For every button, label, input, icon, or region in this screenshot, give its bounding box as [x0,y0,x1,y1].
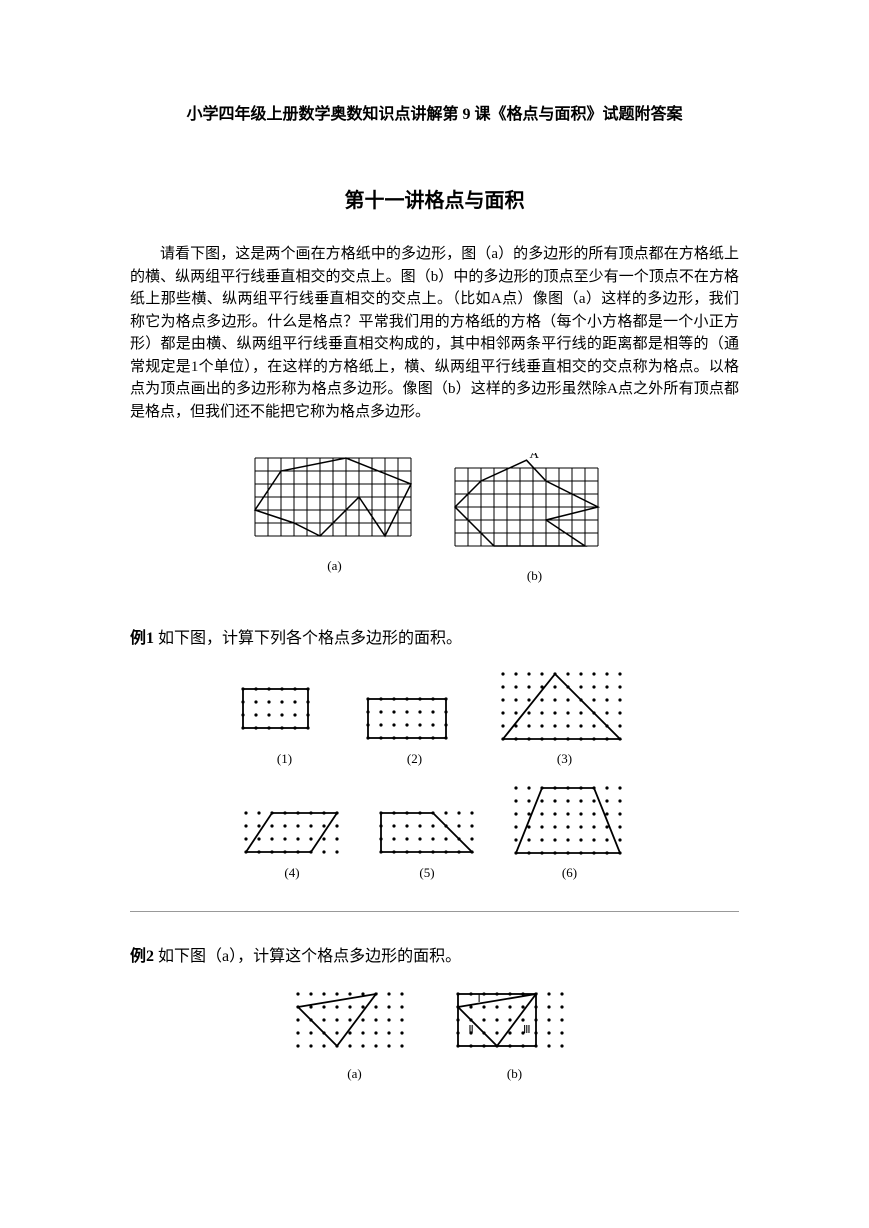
grid-polygon-a [250,453,420,553]
ex2-label-a: (a) [290,1066,420,1082]
example1-heading: 例1 如下图，计算下列各个格点多边形的面积。 [130,624,739,648]
shape-1: (1) [237,683,332,767]
ex2-label-b: (b) [450,1066,580,1082]
dot-grid-shape [510,782,630,862]
shape-5: (5) [375,807,480,881]
example2-label: 例2 [130,948,154,965]
shape-2: (2) [362,693,467,767]
example2-heading: 例2 如下图（a），计算这个格点多边形的面积。 [130,942,739,966]
intro-figure-b: A (b) [450,453,620,584]
svg-text:Ⅰ: Ⅰ [477,993,480,1005]
dot-grid-shape [290,986,420,1061]
example2-figures: (a) Ⅰ Ⅱ Ⅲ (b) [130,986,739,1082]
shape-6: (6) [510,782,630,881]
ex2-figure-a: (a) [290,986,420,1082]
page-title: 小学四年级上册数学奥数知识点讲解第 9 课《格点与面积》试题附答案 [130,100,739,124]
shape-4: (4) [240,807,345,881]
shape-label-5: (5) [375,865,480,881]
shape-label-3: (3) [497,751,632,767]
shape-label-1: (1) [237,751,332,767]
chapter-title: 第十一讲格点与面积 [130,184,739,213]
ex2-figure-b: Ⅰ Ⅱ Ⅲ (b) [450,986,580,1082]
dot-grid-shape [362,693,467,748]
figure-label-b: (b) [450,568,620,584]
svg-text:Ⅲ: Ⅲ [523,1024,531,1036]
dot-grid-shape: Ⅰ Ⅱ Ⅲ [450,986,580,1061]
shape-label-6: (6) [510,865,630,881]
shape-3: (3) [497,668,632,767]
svg-text:A: A [529,453,539,461]
intro-figures: (a) A (b) [130,453,739,584]
figure-label-a: (a) [250,558,420,574]
dot-grid-shape [240,807,345,862]
dot-grid-shape [375,807,480,862]
example1-text: 如下图，计算下列各个格点多边形的面积。 [154,630,462,647]
intro-figure-a: (a) [250,453,420,584]
example2-text: 如下图（a），计算这个格点多边形的面积。 [154,948,461,965]
example1-figures: (1) (2) (3) (4) (5) (6) [130,668,739,881]
svg-text:Ⅱ: Ⅱ [468,1024,473,1036]
grid-polygon-b: A [450,453,620,563]
dot-grid-shape [497,668,632,748]
example1-label: 例1 [130,630,154,647]
shape-label-4: (4) [240,865,345,881]
dot-grid-shape [237,683,332,748]
shape-label-2: (2) [362,751,467,767]
intro-paragraph: 请看下图，这是两个画在方格纸中的多边形，图（a）的多边形的所有顶点都在方格纸上的… [130,243,739,423]
divider [130,911,739,912]
